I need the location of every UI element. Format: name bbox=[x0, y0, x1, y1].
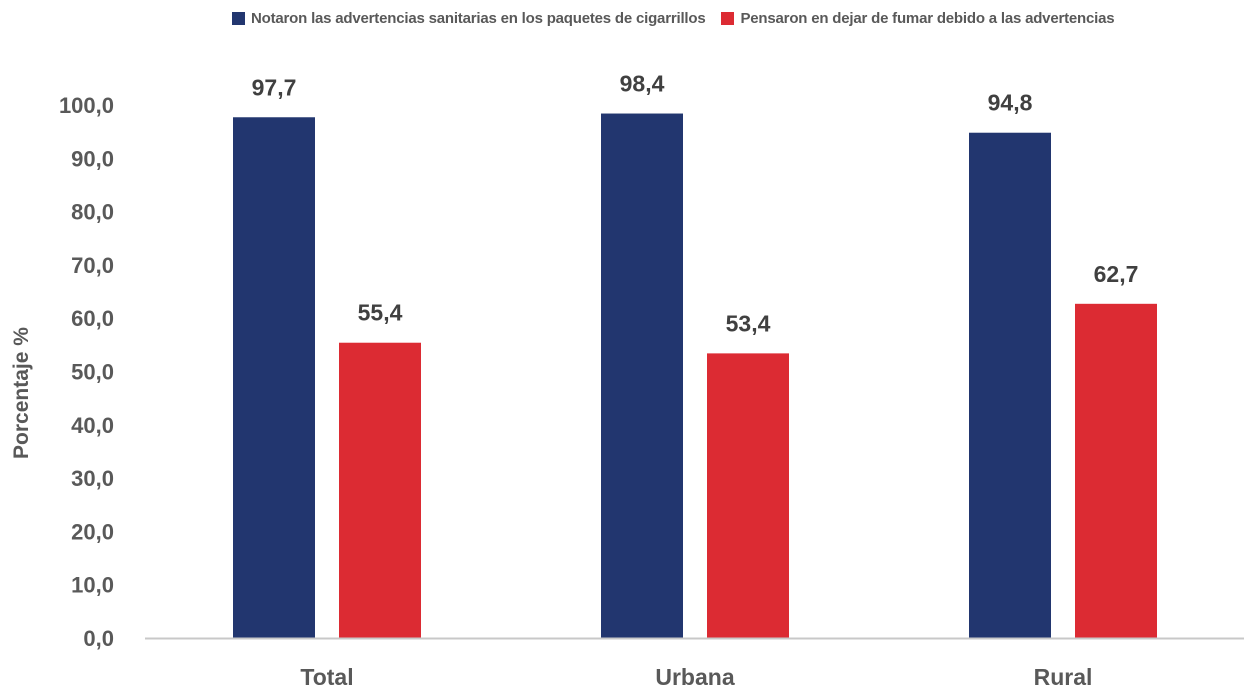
bar-total-series-2 bbox=[339, 342, 421, 638]
legend-item-pensaron: Pensaron en dejar de fumar debido a las … bbox=[721, 10, 1115, 27]
y-tick-label: 40,0 bbox=[71, 413, 114, 438]
bar-rural-series-2 bbox=[1075, 303, 1157, 638]
y-tick-label: 60,0 bbox=[71, 306, 114, 331]
legend-swatch-pensaron bbox=[721, 12, 735, 25]
legend-label-notaron: Notaron las advertencias sanitarias en l… bbox=[251, 10, 706, 27]
y-tick-label: 50,0 bbox=[71, 360, 114, 385]
y-tick-label: 70,0 bbox=[71, 253, 114, 278]
y-tick-label: 10,0 bbox=[71, 573, 114, 598]
data-label: 94,8 bbox=[988, 90, 1033, 116]
bar-total-series-1 bbox=[233, 117, 315, 638]
x-tick-label: Total bbox=[300, 664, 353, 690]
x-tick-label: Rural bbox=[1034, 664, 1093, 690]
y-tick-label: 20,0 bbox=[71, 519, 114, 544]
data-label: 55,4 bbox=[358, 300, 403, 326]
y-tick-label: 100,0 bbox=[59, 93, 114, 118]
y-tick-label: 80,0 bbox=[71, 200, 114, 225]
data-label: 53,4 bbox=[726, 310, 771, 336]
legend-label-pensaron: Pensaron en dejar de fumar debido a las … bbox=[740, 10, 1115, 27]
y-tick-label: 30,0 bbox=[71, 466, 114, 491]
y-tick-label: 90,0 bbox=[71, 146, 114, 171]
legend-swatch-notaron bbox=[232, 12, 245, 25]
data-label: 97,7 bbox=[252, 74, 297, 100]
y-tick-label: 0,0 bbox=[83, 626, 114, 651]
bar-urbana-series-1 bbox=[601, 113, 683, 638]
x-tick-label: Urbana bbox=[655, 664, 734, 690]
data-label: 98,4 bbox=[620, 71, 665, 97]
legend-item-notaron: Notaron las advertencias sanitarias en l… bbox=[232, 10, 706, 27]
bar-rural-series-1 bbox=[969, 132, 1051, 638]
legend: Notaron las advertencias sanitarias en l… bbox=[232, 10, 1115, 27]
bar-urbana-series-2 bbox=[707, 353, 789, 638]
data-label: 62,7 bbox=[1094, 261, 1139, 287]
